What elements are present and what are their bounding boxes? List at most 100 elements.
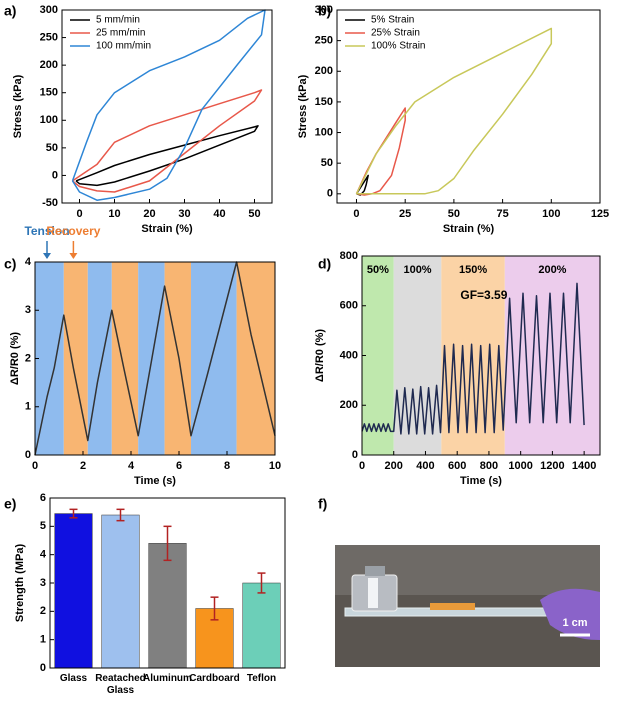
x-axis-label: Strain (%) (141, 223, 193, 235)
span-label: 100% (403, 264, 431, 276)
y-tick-label: 0 (52, 169, 58, 181)
x-tick-label: 400 (416, 460, 434, 472)
y-tick-label: 800 (340, 250, 358, 262)
series-line (71, 9, 266, 201)
y-tick-label: 2 (40, 605, 46, 617)
y-tick-label: 1 (25, 401, 31, 413)
x-tick-label: 0 (32, 460, 38, 472)
y-tick-label: 3 (25, 304, 31, 316)
x-axis-label: Time (s) (460, 475, 502, 487)
x-tick-label: 6 (176, 460, 182, 472)
y-axis-label: Strength (MPa) (14, 544, 26, 623)
legend-label: 5% Strain (371, 15, 414, 26)
series-line (75, 125, 259, 187)
series-line (34, 261, 276, 456)
x-tick-label: 10 (269, 460, 281, 472)
y-tick-label: 1 (40, 634, 46, 646)
y-tick-label: 200 (340, 399, 358, 411)
x-tick-label: 75 (496, 208, 508, 220)
y-tick-label: 50 (321, 157, 333, 169)
y-tick-label: 6 (40, 492, 46, 504)
x-tick-label: Cardboard (189, 673, 240, 684)
x-tick-label: 4 (128, 460, 135, 472)
y-tick-label: 4 (25, 256, 32, 268)
x-tick-label: 100 (542, 208, 560, 220)
plot-frame (336, 9, 601, 204)
y-tick-label: 250 (40, 31, 58, 43)
panel-label: e) (4, 496, 16, 512)
y-tick-label: 600 (340, 300, 358, 312)
scale-label: 1 cm (562, 617, 587, 629)
x-tick-label: 50 (248, 208, 260, 220)
legend-label: 100% Strain (371, 41, 425, 52)
y-tick-label: 300 (315, 4, 333, 16)
plot-frame (61, 9, 273, 204)
y-tick-label: 4 (40, 549, 47, 561)
series-line (355, 174, 369, 196)
y-tick-label: 3 (40, 577, 46, 589)
annotation: GF=3.59 (460, 288, 507, 302)
span (87, 262, 112, 455)
x-tick-label: 50 (448, 208, 460, 220)
weight-shine (368, 578, 378, 608)
series-line (355, 27, 553, 195)
x-tick-label: 25 (399, 208, 411, 220)
x-tick-label: 125 (591, 208, 609, 220)
x-tick-label: 1200 (540, 460, 564, 472)
x-tick-label: 10 (108, 208, 120, 220)
x-axis-label: Time (s) (134, 475, 176, 487)
y-tick-label: -50 (42, 197, 58, 209)
y-axis-label: Stress (kPa) (12, 74, 24, 138)
x-tick-label: 1000 (508, 460, 532, 472)
bar (54, 513, 93, 669)
legend-label: 5 mm/min (96, 15, 140, 26)
x-tick-label: 0 (359, 460, 365, 472)
panel-label: a) (4, 3, 16, 19)
y-tick-label: 0 (352, 449, 358, 461)
bar (101, 514, 140, 669)
x-tick-label: 8 (224, 460, 230, 472)
annotation: Tension (24, 224, 69, 238)
x-tick-label: Aluminum (143, 673, 192, 684)
panel-label: b) (318, 3, 331, 19)
x-tick-label: 30 (178, 208, 190, 220)
plot-frame (361, 255, 601, 456)
y-tick-label: 2 (25, 352, 31, 364)
y-tick-label: 250 (315, 35, 333, 47)
span (35, 262, 64, 455)
x-tick-label: 0 (76, 208, 82, 220)
y-axis-label: Stress (kPa) (297, 74, 309, 138)
sample (430, 603, 475, 610)
panel-label: c) (4, 256, 16, 272)
panel-label: d) (318, 256, 331, 272)
x-tick-label: Glass (59, 673, 88, 684)
span (362, 256, 394, 455)
y-tick-label: 0 (40, 662, 46, 674)
annotation: Recovery (46, 224, 100, 238)
legend-label: 25% Strain (371, 28, 420, 39)
x-tick-label: 40 (213, 208, 225, 220)
series-line (361, 282, 585, 435)
x-tick-label: Reatached Glass (95, 673, 146, 696)
plot-frame (49, 497, 286, 669)
x-tick-label: Teflon (246, 673, 277, 684)
y-tick-label: 100 (315, 126, 333, 138)
y-axis-label: ΔR/R0 (%) (9, 332, 21, 385)
y-tick-label: 200 (315, 65, 333, 77)
y-axis-label: ΔR/R0 (%) (314, 329, 326, 382)
glove (540, 588, 600, 640)
span (164, 262, 191, 455)
y-tick-label: 400 (340, 349, 358, 361)
x-tick-label: 800 (480, 460, 498, 472)
y-tick-label: 0 (327, 188, 333, 200)
y-tick-label: 0 (25, 449, 31, 461)
bar (242, 582, 281, 669)
panel-label: f) (318, 496, 327, 512)
span-label: 200% (538, 264, 566, 276)
x-tick-label: 1400 (572, 460, 596, 472)
span (111, 262, 139, 455)
weight-top (365, 566, 385, 576)
x-tick-label: 600 (448, 460, 466, 472)
